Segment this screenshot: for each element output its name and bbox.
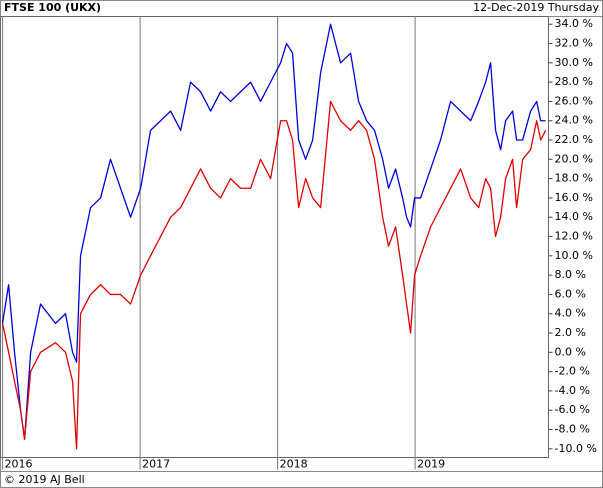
y-tick-label: 18.0 % [555, 172, 593, 185]
chart-title: FTSE 100 (UKX) [4, 1, 101, 14]
x-tick-label: 2017 [142, 458, 170, 471]
y-tick-label: 24.0 % [555, 114, 593, 127]
x-tick-label: 2019 [417, 458, 445, 471]
y-tick-label: -8.0 % [555, 423, 590, 436]
y-tick-label: 10.0 % [555, 249, 593, 262]
y-tick-label: -10.0 % [555, 442, 597, 455]
x-tick-label: 2018 [280, 458, 308, 471]
y-tick-label: 34.0 % [555, 17, 593, 30]
y-tick-label: 0.0 % [555, 345, 586, 358]
y-tick-label: 4.0 % [555, 307, 586, 320]
y-tick-label: 2.0 % [555, 326, 586, 339]
y-tick-label: 20.0 % [555, 152, 593, 165]
y-tick-label: 12.0 % [555, 230, 593, 243]
y-tick-label: 26.0 % [555, 94, 593, 107]
y-tick-label: 28.0 % [555, 75, 593, 88]
y-tick-label: 22.0 % [555, 133, 593, 146]
y-tick-label: -6.0 % [555, 403, 590, 416]
y-tick-label: 16.0 % [555, 191, 593, 204]
y-tick-label: 14.0 % [555, 210, 593, 223]
footer: © 2019 AJ Bell [4, 473, 85, 486]
y-tick-label: 32.0 % [555, 37, 593, 50]
y-tick-label: 30.0 % [555, 56, 593, 69]
chart-subtitle: 12-Dec-2019 Thursday [473, 1, 599, 14]
y-tick-label: -2.0 % [555, 365, 590, 378]
series-line [1, 100, 547, 450]
y-tick-label: 8.0 % [555, 268, 586, 281]
series-line [1, 23, 546, 440]
y-tick-label: 6.0 % [555, 287, 586, 300]
x-tick-label: 2016 [5, 458, 33, 471]
y-tick-label: -4.0 % [555, 384, 590, 397]
plot-area [0, 16, 549, 458]
